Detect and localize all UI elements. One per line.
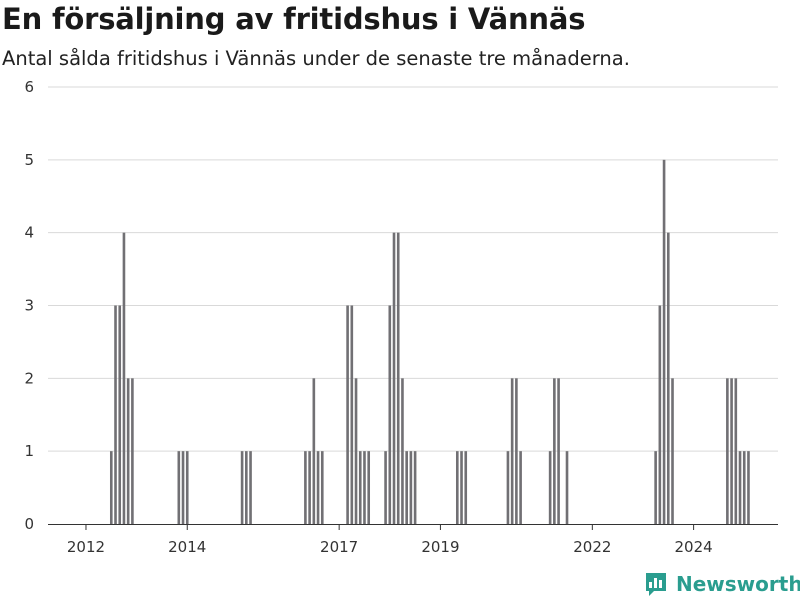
- y-tick-label: 0: [24, 515, 34, 533]
- bar: [185, 451, 189, 524]
- bar: [515, 378, 518, 524]
- bar: [118, 305, 122, 524]
- bar: [658, 305, 662, 524]
- bar: [316, 451, 320, 524]
- x-tick-label: 2022: [573, 538, 611, 556]
- y-tick-label: 6: [24, 78, 34, 96]
- x-tick-label: 2024: [675, 538, 713, 556]
- bar: [346, 305, 349, 524]
- bar: [308, 451, 311, 524]
- bar: [662, 159, 666, 525]
- bar: [747, 451, 750, 524]
- bar: [126, 378, 130, 524]
- bar: [350, 305, 354, 524]
- bar: [181, 451, 185, 524]
- y-tick-label: 3: [24, 297, 34, 315]
- bar: [177, 451, 181, 524]
- bar: [245, 451, 248, 524]
- x-tick-label: 2019: [421, 538, 459, 556]
- bar: [734, 378, 738, 524]
- bar: [671, 378, 674, 524]
- y-tick-label: 2: [24, 369, 34, 387]
- x-tick-label: 2017: [320, 538, 358, 556]
- x-tick-label: 2012: [67, 538, 105, 556]
- bar: [304, 451, 307, 524]
- bar: [392, 232, 396, 524]
- chart-subtitle: Antal sålda fritidshus i Vännäs under de…: [2, 47, 630, 70]
- bar: [354, 378, 358, 524]
- bar: [114, 305, 117, 524]
- bar: [413, 451, 417, 524]
- bar: [409, 451, 413, 524]
- bar: [384, 451, 387, 524]
- bar: [388, 305, 392, 524]
- bar: [249, 451, 252, 524]
- bar: [553, 378, 556, 524]
- bar: [726, 378, 729, 524]
- bar: [654, 451, 657, 524]
- bar: [519, 451, 522, 524]
- bar: [401, 378, 404, 524]
- y-tick-label: 4: [24, 224, 34, 242]
- x-tick-label: 2014: [168, 538, 206, 556]
- bar: [557, 378, 560, 524]
- bar: [738, 451, 742, 524]
- bar: [548, 451, 552, 524]
- bar: [363, 451, 366, 524]
- bar: [510, 378, 514, 524]
- brand-logo: Newsworthy: [644, 569, 800, 599]
- bar: [320, 451, 324, 524]
- bar: [464, 451, 468, 524]
- bar: [506, 451, 510, 524]
- bar: [460, 451, 463, 524]
- chart-title: En försäljning av fritidshus i Vännäs: [2, 2, 586, 36]
- bar: [455, 451, 459, 524]
- bar: [742, 451, 746, 524]
- bar: [240, 451, 244, 524]
- bar: [396, 232, 400, 524]
- bar: [131, 378, 134, 524]
- bar: [565, 451, 569, 524]
- y-tick-label: 1: [24, 442, 34, 460]
- bar: [730, 378, 733, 524]
- newsworthy-logo-icon: [646, 573, 666, 596]
- bar: [312, 378, 316, 524]
- bar: [666, 232, 670, 524]
- bar: [367, 451, 371, 524]
- bar: [405, 451, 408, 524]
- y-tick-label: 5: [24, 151, 34, 169]
- bar: [122, 232, 126, 524]
- bar: [358, 451, 362, 524]
- brand-name: Newsworthy: [676, 572, 800, 596]
- bar: [109, 451, 113, 524]
